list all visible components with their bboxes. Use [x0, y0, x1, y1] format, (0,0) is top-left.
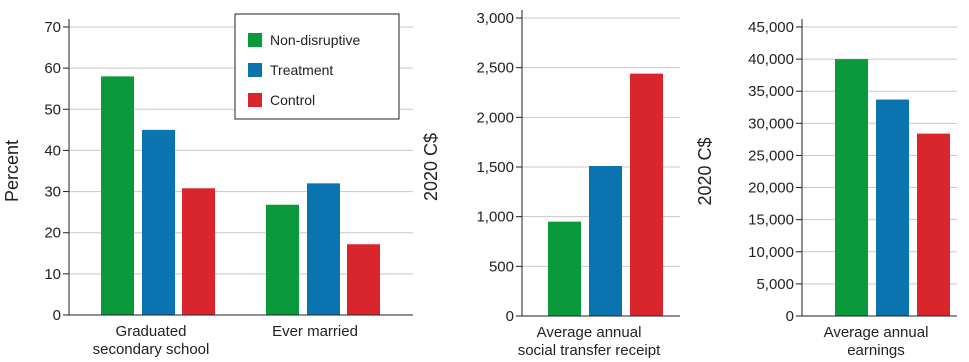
- y-tick-label: 30: [44, 184, 61, 201]
- y-tick-label: 40: [44, 142, 61, 159]
- y-tick-label: 5,000: [756, 276, 794, 293]
- category-label: earnings: [847, 342, 905, 359]
- bar-treatment: [142, 129, 175, 315]
- legend: Non-disruptive Treatment Control: [234, 13, 400, 120]
- y-tick-label: 35,000: [748, 83, 794, 100]
- y-tick-label: 1,000: [476, 209, 514, 226]
- bar-control: [630, 73, 663, 316]
- y-tick-label: 40,000: [748, 51, 794, 68]
- legend-swatch-non-disruptive: [248, 33, 262, 47]
- category-label: social transfer receipt: [518, 342, 661, 359]
- bar-control: [917, 133, 950, 316]
- y-tick-label: 3,000: [476, 10, 514, 27]
- y-tick-label: 15,000: [748, 212, 794, 229]
- y-tick-label: 60: [44, 60, 61, 77]
- bar-treatment: [589, 166, 622, 316]
- y-tick-label: 70: [44, 19, 61, 36]
- y-tick-label: 10: [44, 266, 61, 283]
- y-tick-label: 20: [44, 225, 61, 242]
- y-tick-label: 20,000: [748, 180, 794, 197]
- y-tick-label: 50: [44, 101, 61, 118]
- y-tick-label: 45,000: [748, 19, 794, 36]
- y-axis-title: 2020 C$: [695, 137, 715, 205]
- category-label: Average annual: [824, 324, 929, 341]
- bar-non-disruptive: [266, 204, 299, 315]
- y-tick-label: 1,500: [476, 159, 514, 176]
- y-tick-label: 2,000: [476, 109, 514, 126]
- y-axis-title: Percent: [2, 140, 22, 202]
- category-label: Average annual: [537, 324, 642, 341]
- category-label: secondary school: [93, 341, 210, 358]
- bar-treatment: [307, 183, 340, 315]
- legend-swatch-treatment: [248, 63, 262, 77]
- bar-control: [347, 244, 380, 315]
- y-tick-label: 0: [53, 307, 61, 324]
- y-tick-label: 30,000: [748, 115, 794, 132]
- category-label: Graduated: [116, 323, 187, 340]
- y-tick-label: 500: [489, 258, 514, 275]
- legend-swatch-control: [248, 93, 262, 107]
- y-axis-title: 2020 C$: [421, 133, 441, 201]
- bar-treatment: [876, 99, 909, 317]
- panel-earnings: 0 5,000 10,000 15,000 20,000 25,000 30,000 35,0…: [695, 19, 957, 359]
- y-tick-label: 0: [786, 308, 794, 325]
- y-tick-label: 10,000: [748, 244, 794, 261]
- bar-non-disruptive: [101, 76, 134, 315]
- panel-social-transfer: 0 500 1,000 1,500 2,000 2,500 3,000 Average ann…: [421, 10, 680, 359]
- legend-label-treatment: Treatment: [270, 62, 333, 78]
- bar-control: [182, 188, 215, 315]
- legend-label-non-disruptive: Non-disruptive: [270, 32, 360, 48]
- legend-box: [234, 13, 400, 120]
- bar-non-disruptive: [835, 59, 868, 316]
- category-label: Ever married: [272, 323, 358, 340]
- bar-non-disruptive: [548, 221, 581, 316]
- y-tick-label: 2,500: [476, 60, 514, 77]
- legend-label-control: Control: [270, 92, 315, 108]
- y-tick-label: 25,000: [748, 147, 794, 164]
- y-tick-label: 0: [506, 308, 514, 325]
